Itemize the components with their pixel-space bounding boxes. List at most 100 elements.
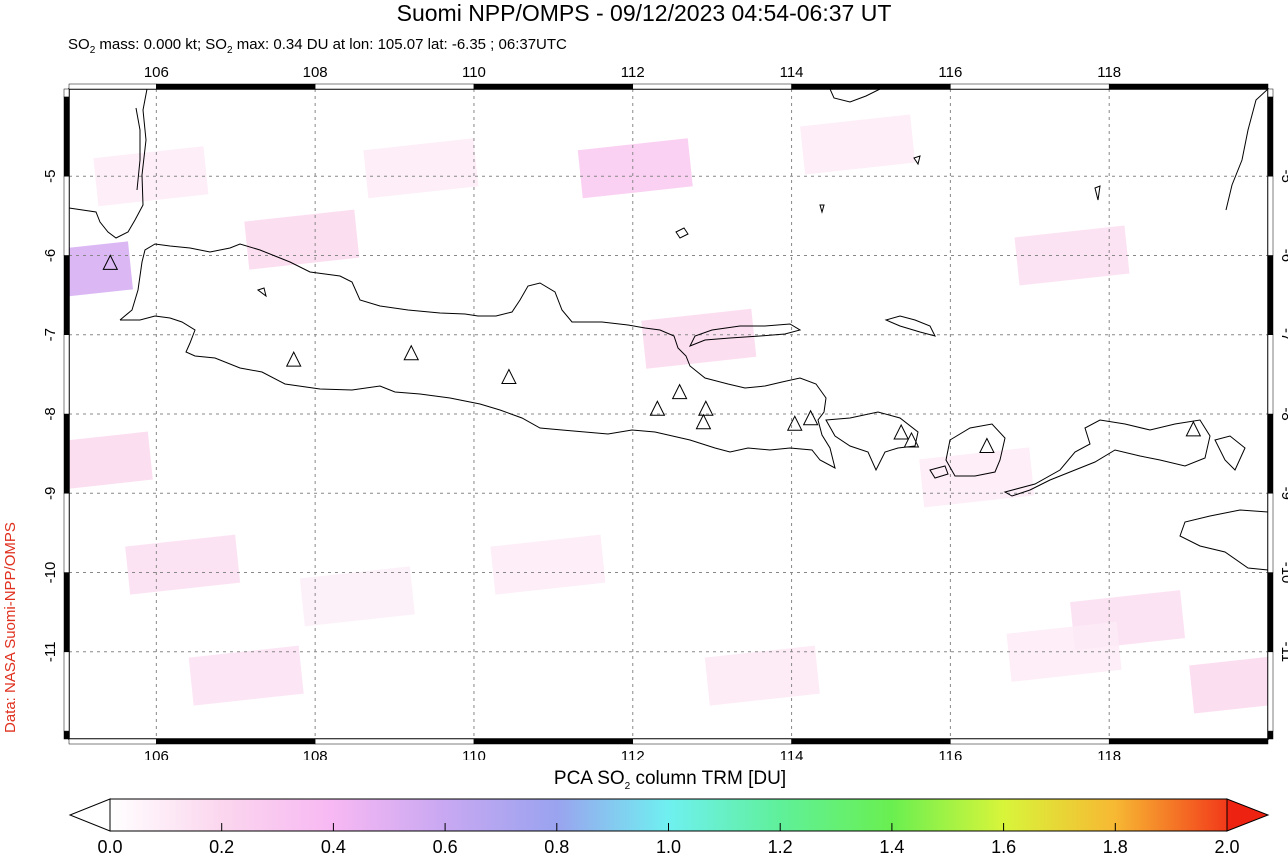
volcano-marker	[501, 368, 517, 385]
lat-scale-segment	[1267, 651, 1274, 732]
lon-scale-segment	[314, 738, 475, 745]
volcano-marker	[786, 415, 803, 431]
lon-tick-label-top: 108	[303, 64, 328, 81]
lon-tick-label-top: 106	[144, 64, 169, 81]
lat-scale-segment	[63, 334, 70, 415]
colorbar-tick-label: 2.0	[1214, 837, 1239, 855]
lon-tick-label-top: 110	[462, 64, 486, 81]
lon-tick-label-bottom: 106	[144, 748, 169, 760]
lon-scale-segment	[632, 738, 792, 745]
lon-tick-label-top: 118	[1097, 64, 1121, 81]
lat-scale-segment	[63, 572, 70, 653]
colorbar-over-arrow	[1226, 798, 1270, 832]
so2-pixel-layer	[69, 114, 1268, 714]
volcano-marker	[403, 344, 420, 361]
lat-tick-label-left: -11	[42, 642, 59, 663]
coastline-islet-2	[819, 204, 825, 214]
lat-scale-segment	[1267, 96, 1274, 177]
so2-pixel	[800, 114, 916, 175]
lon-scale-segment	[791, 83, 951, 90]
lat-tick-label-right: -9	[1278, 487, 1288, 500]
so2-pixel	[490, 534, 606, 595]
lon-scale-segment	[950, 738, 1110, 745]
so2-pixel	[125, 534, 241, 595]
lon-scale-segment	[791, 738, 951, 745]
lat-scale-segment	[1267, 334, 1274, 415]
lat-scale-segment	[1267, 730, 1274, 740]
coastline-kalimantan	[829, 89, 881, 103]
lat-tick-label-right: -11	[1278, 642, 1288, 663]
volcano-marker	[903, 431, 920, 448]
coastlines	[69, 89, 1268, 571]
map-axes: 106 106 108 108 110 110 112 112 114 114 116 116 118 1…	[42, 64, 1288, 760]
lat-scale-segment	[1267, 88, 1274, 98]
coastline-islet-3	[1094, 185, 1101, 201]
lat-tick-label-right: -8	[1278, 407, 1288, 420]
lon-scale-segment	[156, 83, 316, 90]
lat-tick-label-left: -5	[42, 170, 59, 183]
volcano-marker	[1185, 420, 1202, 437]
coastline-sulawesi	[1225, 89, 1268, 211]
coastline-sumbawa	[1003, 419, 1211, 497]
lat-scale-segment	[1267, 572, 1274, 653]
lat-scale-segment	[63, 255, 70, 335]
map-title: Suomi NPP/OMPS - 09/12/2023 04:54-06:37 …	[396, 0, 892, 26]
lat-tick-label-left: -9	[42, 487, 59, 500]
lon-tick-label-top: 112	[621, 64, 645, 81]
colorbar-tick-label: 0.2	[209, 837, 234, 855]
colorbar-tick-label: 0.8	[544, 837, 569, 855]
colorbar-tick-label: 0.6	[433, 837, 458, 855]
volcano-marker	[102, 254, 119, 270]
lat-tick-label-left: -7	[42, 328, 59, 341]
volcano-marker	[979, 437, 995, 453]
lon-tick-label-bottom: 116	[938, 748, 962, 760]
lat-scale-segment	[1267, 255, 1274, 335]
lat-scale-segment	[63, 175, 70, 256]
colorbar-tick-label: 0.0	[97, 837, 122, 855]
coastline-sumatra	[69, 89, 148, 239]
lon-scale-segment	[1108, 738, 1269, 745]
volcano-marker	[802, 409, 819, 426]
volcano-marker	[671, 383, 688, 400]
volcano-marker	[649, 400, 666, 416]
lon-tick-label-bottom: 108	[303, 748, 328, 760]
coastline-lombok	[945, 423, 1006, 477]
lon-scale-segment	[68, 83, 157, 90]
lat-scale-segment	[63, 413, 70, 494]
lon-scale-segment	[156, 738, 316, 745]
lat-scale-segment	[63, 88, 70, 98]
so2-pixel	[93, 146, 209, 207]
colorbar-label: PCA SO2 column TRM [DU]	[553, 768, 787, 792]
colorbar-tick-label: 1.4	[879, 837, 904, 855]
coastline-madura	[688, 323, 802, 347]
so2-pixel	[1189, 656, 1268, 714]
lat-tick-label-left: -8	[42, 407, 59, 420]
lon-scale-segment	[950, 83, 1110, 90]
so2-pixel	[299, 566, 415, 627]
so2-summary-text: SO2 mass: 0.000 kt; SO2 max: 0.34 DU at …	[68, 36, 567, 56]
volcano-marker	[893, 423, 909, 440]
coastline-kangean	[884, 315, 936, 337]
volcano-marker	[285, 350, 302, 367]
lat-scale-segment	[63, 730, 70, 740]
lon-tick-label-top: 114	[780, 64, 804, 81]
colorbar-tick-label: 1.6	[991, 837, 1016, 855]
coastline-sumatra-east	[135, 107, 141, 191]
coastline-islet-1	[913, 155, 921, 166]
coastline-bali	[825, 411, 919, 472]
lat-tick-label-right: -7	[1278, 328, 1288, 341]
lat-tick-label-left: -10	[42, 562, 59, 584]
colorbar-tick-label: 1.2	[768, 837, 793, 855]
colorbar-tick-label: 0.4	[321, 837, 346, 855]
lat-scale-segment	[1267, 493, 1274, 573]
lon-scale-segment	[314, 83, 475, 90]
so2-map: 106 106 108 108 110 110 112 112 114 114 116 116 118 1…	[42, 64, 1288, 760]
lon-scale-segment	[68, 738, 157, 745]
so2-pixel	[363, 138, 479, 199]
coastline-karimunjawa	[256, 287, 267, 298]
lat-scale-segment	[63, 651, 70, 732]
lon-scale-segment	[473, 738, 634, 745]
lon-tick-label-bottom: 118	[1097, 748, 1121, 760]
lat-scale-segment	[1267, 413, 1274, 494]
so2-pixel	[704, 645, 820, 706]
